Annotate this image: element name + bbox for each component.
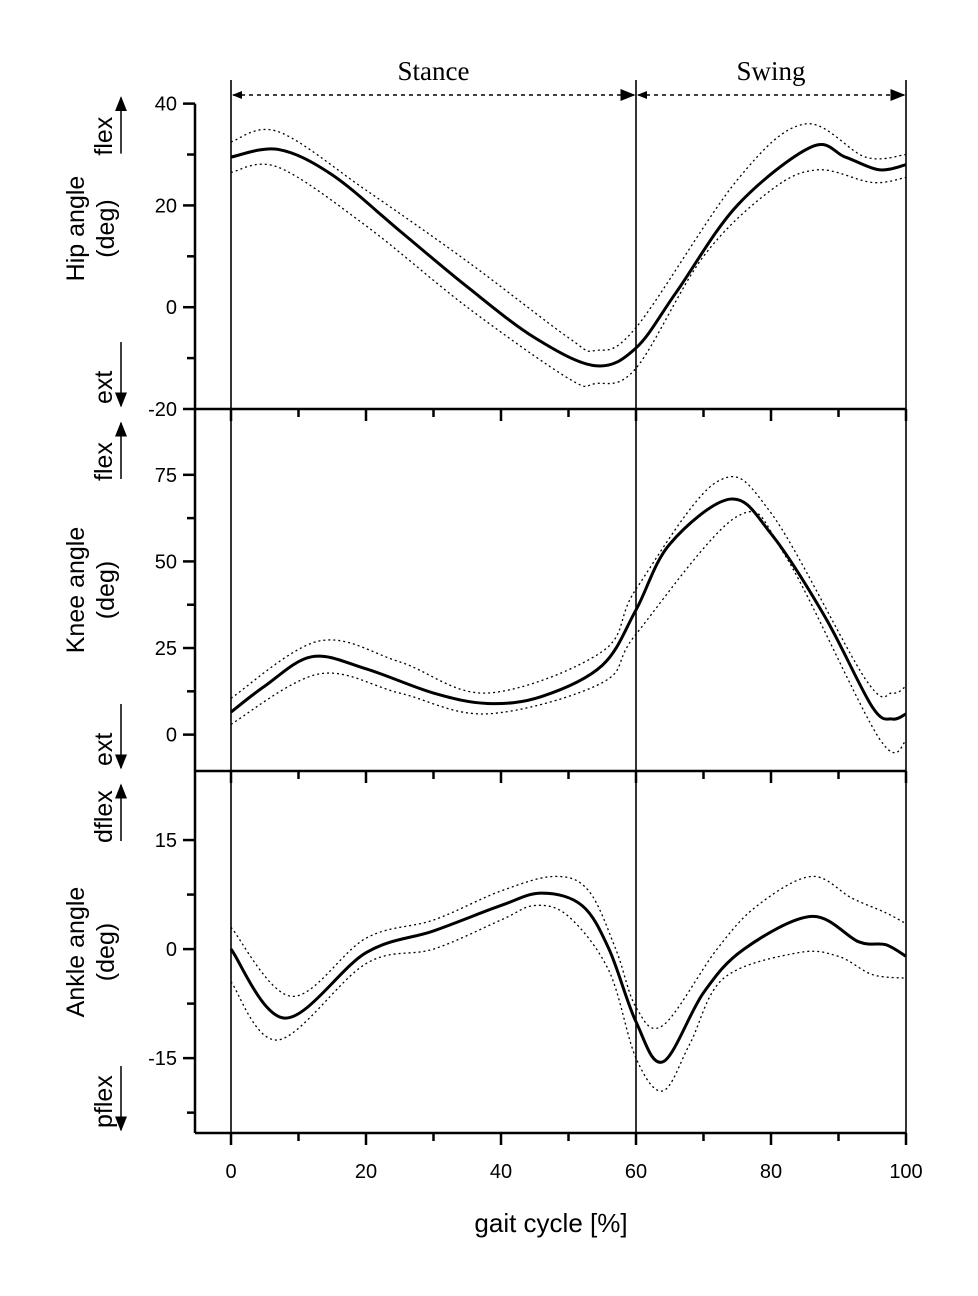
direction-label-down: ext (90, 733, 118, 766)
direction-label-up: dflex (90, 790, 118, 843)
y-axis-label: Ankle angle (62, 887, 90, 1018)
phase-label: Swing (736, 56, 805, 86)
y-axis-label: Knee angle (62, 527, 90, 654)
upper-sd-line (230, 123, 907, 352)
y-tick-label: 0 (166, 297, 177, 319)
panel-ankle-angle: -15 0 15 Ankle angle (deg) dflex pflex (62, 771, 908, 1145)
y-tick-label: 40 (155, 94, 177, 116)
direction-label-up: flex (90, 116, 118, 155)
x-tick-label: 60 (625, 1161, 647, 1183)
lower-sd-line (230, 511, 907, 754)
y-axis-unit: (deg) (92, 199, 120, 257)
y-axis-unit: (deg) (92, 923, 120, 981)
mean-line (230, 497, 907, 721)
y-tick-label: 0 (166, 725, 177, 747)
direction-label-up: flex (90, 442, 118, 481)
x-axis-label: gait cycle [%] (474, 1208, 627, 1238)
upper-sd-line (230, 875, 907, 1030)
x-tick-label: 20 (355, 1161, 377, 1183)
panel-knee-angle: 0 25 50 75 Knee angle (deg) flex ext (62, 409, 908, 783)
x-tick-label: 40 (490, 1161, 512, 1183)
x-tick-label: 80 (760, 1161, 782, 1183)
y-tick-label: -20 (148, 399, 177, 421)
upper-sd-line (230, 476, 907, 699)
lower-sd-line (230, 163, 907, 388)
mean-line (229, 891, 907, 1064)
phase-label: Stance (398, 56, 470, 86)
direction-label-down: pflex (90, 1075, 118, 1128)
x-tick-label: 100 (889, 1161, 922, 1183)
y-tick-label: 75 (155, 465, 177, 487)
y-tick-label: 15 (155, 830, 177, 852)
y-tick-label: 20 (155, 195, 177, 217)
y-axis-label: Hip angle (62, 176, 90, 282)
mean-line (230, 143, 907, 368)
y-tick-label: 25 (155, 638, 177, 660)
y-tick-label: -15 (148, 1048, 177, 1070)
y-axis-unit: (deg) (92, 561, 120, 619)
y-tick-label: 50 (155, 551, 177, 573)
panel-hip-angle: -20 0 20 40 Hip angle (deg) flex ext (62, 94, 908, 421)
y-tick-label: 0 (166, 939, 177, 961)
direction-label-down: ext (90, 371, 118, 404)
lower-sd-line (230, 904, 907, 1092)
x-tick-label: 0 (225, 1161, 236, 1183)
